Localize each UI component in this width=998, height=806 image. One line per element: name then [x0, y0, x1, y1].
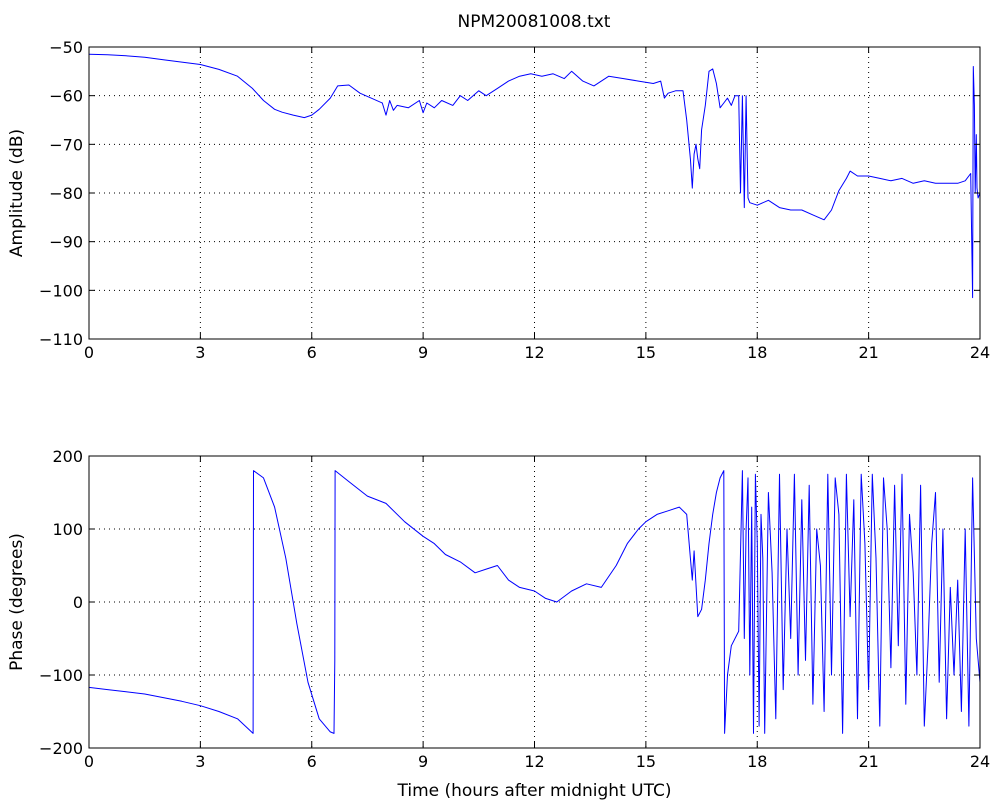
- phase-x-tick-label: 24: [970, 752, 990, 771]
- amplitude-x-tick-label: 18: [747, 343, 767, 362]
- amplitude-panel: 0 3 6 9 12 15 18 21 24 −50 −60 −70 −80 −90 −100 −110 Am…: [7, 38, 990, 362]
- amplitude-x-tick-label: 0: [84, 343, 94, 362]
- chart-title: NPM20081008.txt: [458, 12, 611, 32]
- amplitude-x-tick-label: 12: [524, 343, 544, 362]
- phase-x-tick-label: 15: [636, 752, 656, 771]
- amplitude-y-tick-label: −80: [49, 184, 83, 203]
- phase-x-tick-label: 18: [747, 752, 767, 771]
- amplitude-y-tick-label: −110: [39, 330, 83, 349]
- amplitude-y-tick-label: −60: [49, 87, 83, 106]
- phase-y-axis-label: Phase (degrees): [7, 533, 27, 671]
- amplitude-y-axis-label: Amplitude (dB): [7, 129, 27, 257]
- phase-y-tick-label: −100: [39, 666, 83, 685]
- phase-x-tick-label: 3: [195, 752, 205, 771]
- amplitude-y-tick-label: −70: [49, 135, 83, 154]
- phase-ticks: 0 3 6 9 12 15 18 21 24 200 100 0 −100 −200: [39, 447, 990, 771]
- amplitude-x-tick-label: 15: [636, 343, 656, 362]
- amplitude-x-tick-label: 24: [970, 343, 990, 362]
- phase-panel: 0 3 6 9 12 15 18 21 24 200 100 0 −100 −200 Phase (deg…: [7, 447, 990, 801]
- amplitude-ticks: 0 3 6 9 12 15 18 21 24 −50 −60 −70 −80 −90 −100 −110: [39, 38, 990, 362]
- phase-x-tick-label: 21: [858, 752, 878, 771]
- amplitude-grid: [89, 47, 980, 339]
- phase-x-tick-label: 6: [307, 752, 317, 771]
- amplitude-x-tick-label: 3: [195, 343, 205, 362]
- phase-y-tick-label: 100: [52, 520, 83, 539]
- amplitude-y-tick-label: −100: [39, 281, 83, 300]
- amplitude-series-line: [88, 53, 981, 299]
- amplitude-y-tick-label: −50: [49, 38, 83, 57]
- amplitude-x-tick-label: 21: [858, 343, 878, 362]
- amplitude-x-tick-label: 6: [307, 343, 317, 362]
- phase-x-tick-label: 12: [524, 752, 544, 771]
- amplitude-y-tick-label: −90: [49, 233, 83, 252]
- phase-y-tick-label: 200: [52, 447, 83, 466]
- amplitude-series-group: [88, 53, 981, 299]
- phase-series-group: [88, 470, 981, 734]
- phase-x-tick-label: 0: [84, 752, 94, 771]
- amplitude-x-tick-label: 9: [418, 343, 428, 362]
- phase-series-line: [88, 470, 981, 734]
- phase-grid: [89, 456, 980, 748]
- phase-x-axis-label: Time (hours after midnight UTC): [396, 781, 671, 801]
- phase-y-tick-label: 0: [73, 593, 83, 612]
- phase-y-tick-label: −200: [39, 739, 83, 758]
- phase-x-tick-label: 9: [418, 752, 428, 771]
